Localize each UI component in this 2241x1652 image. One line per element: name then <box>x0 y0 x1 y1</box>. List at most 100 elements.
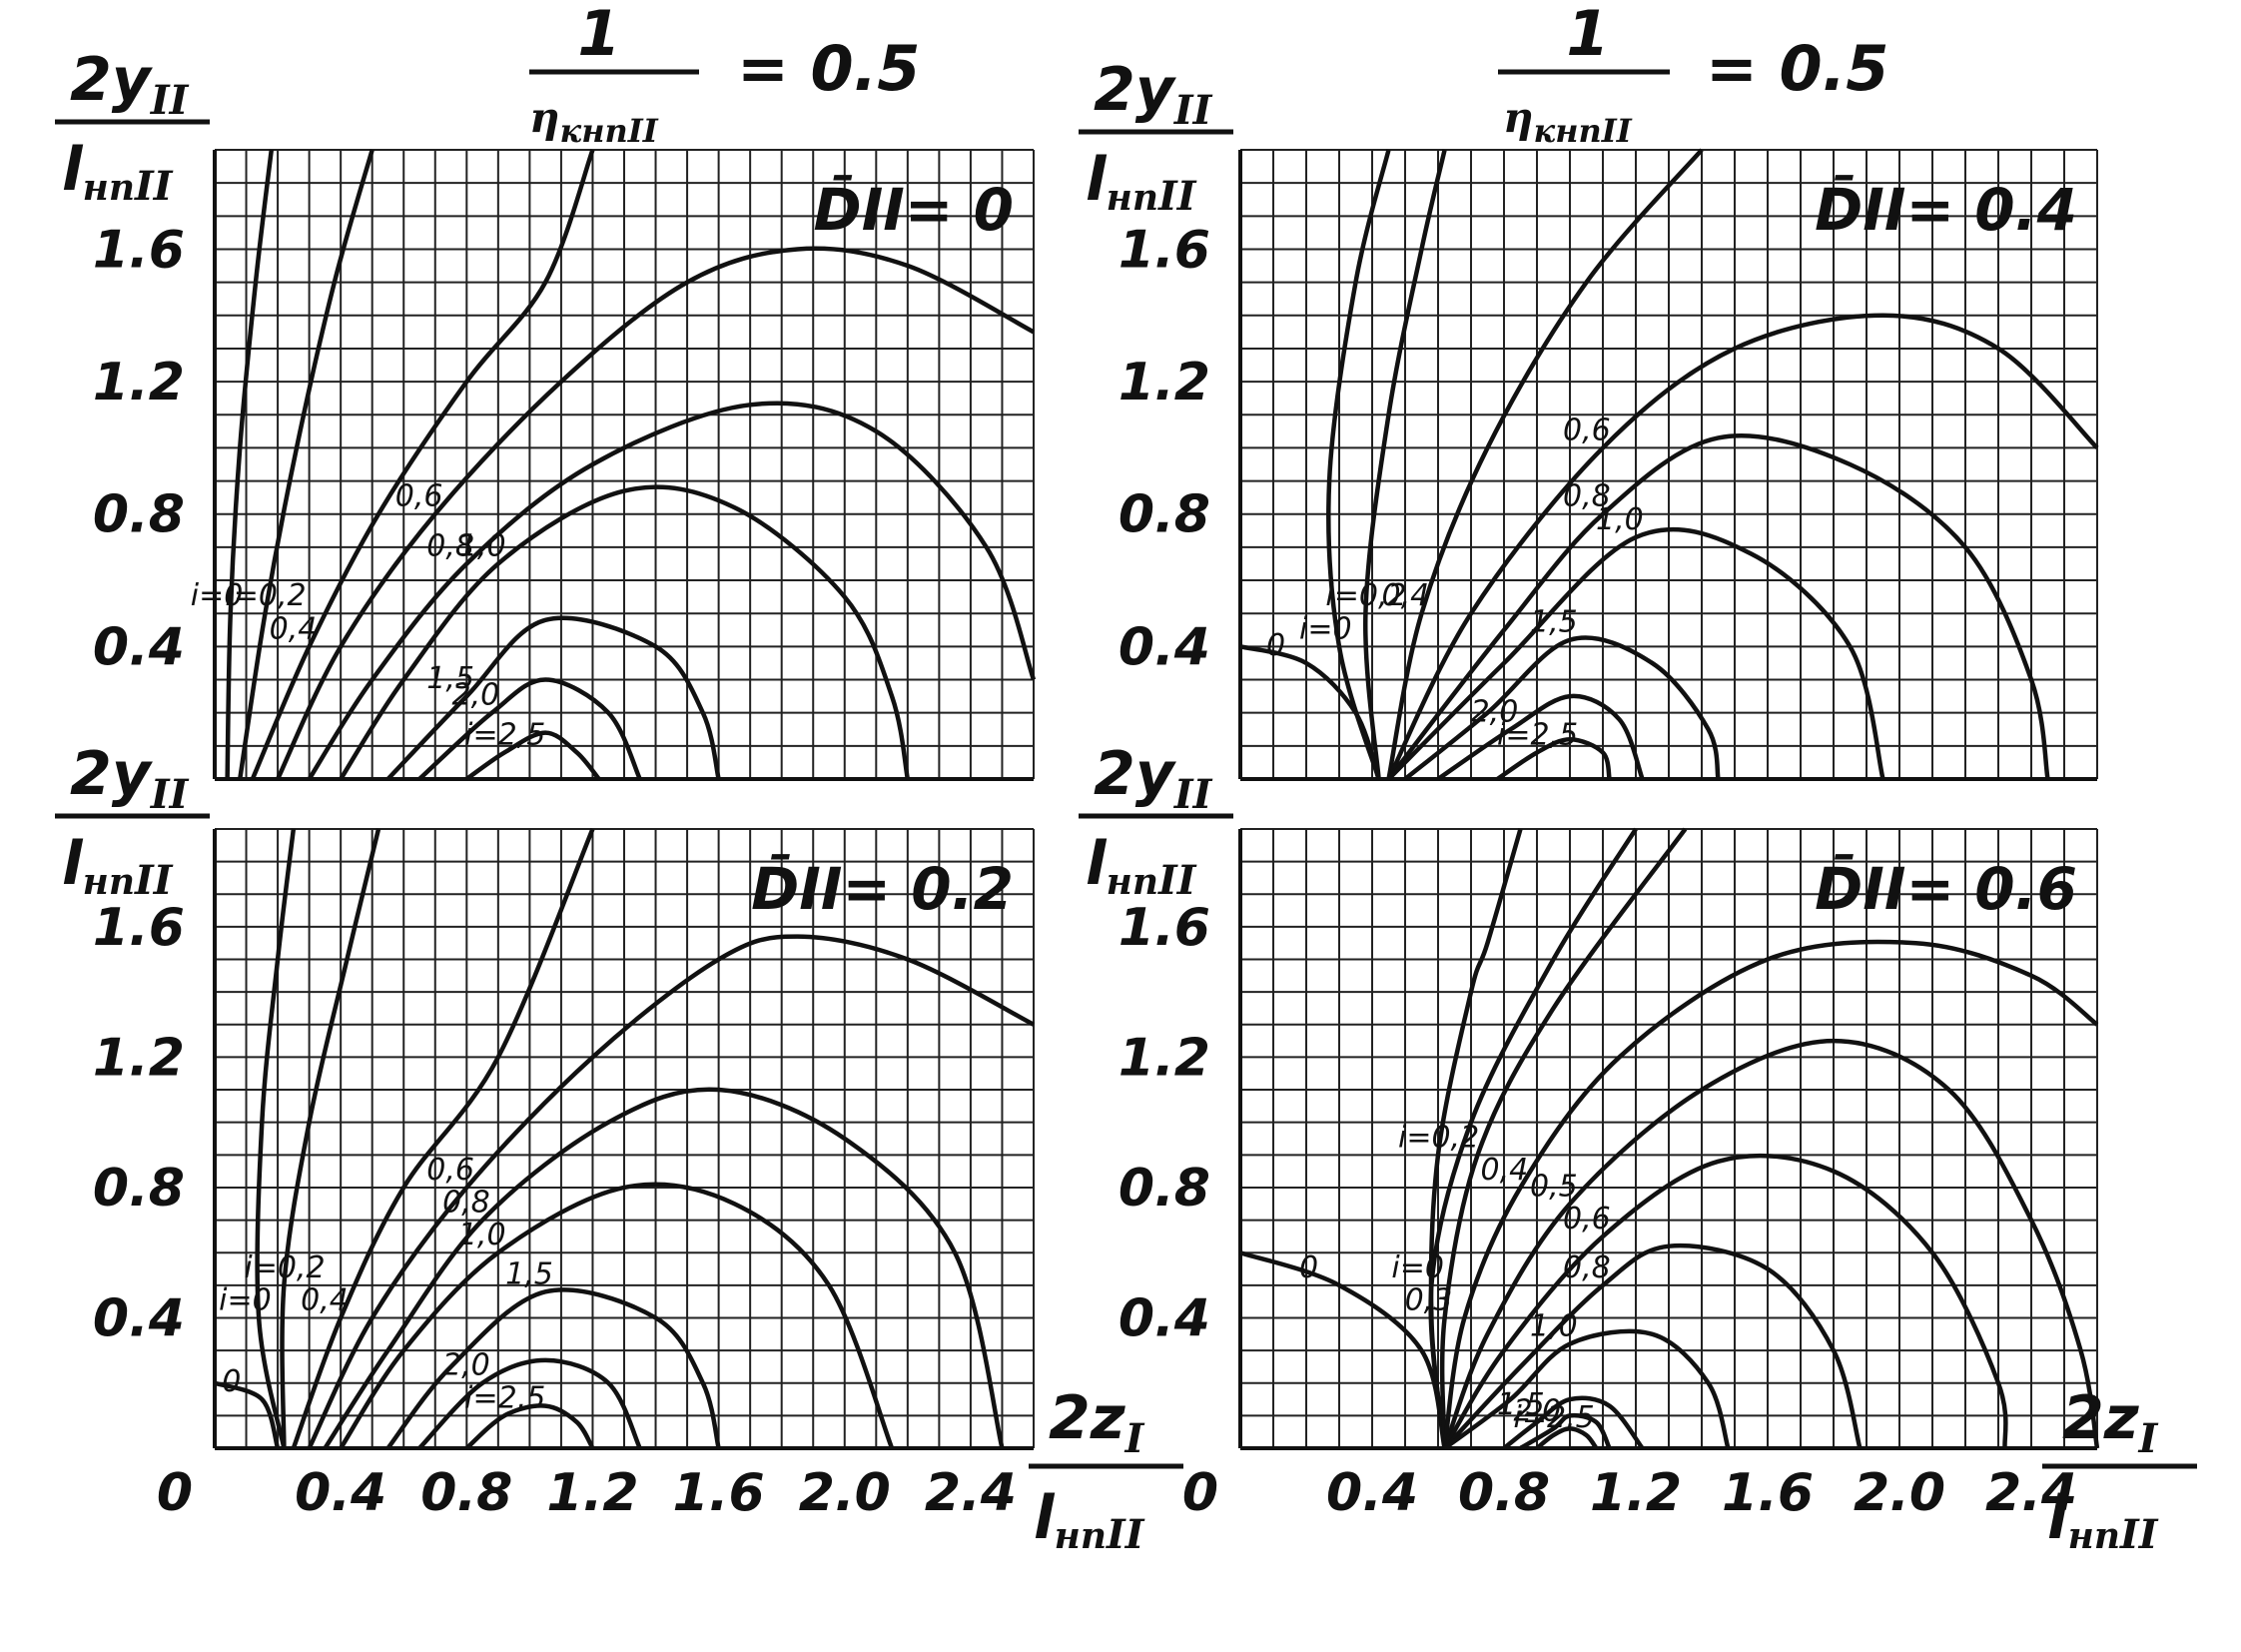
panel-title: D̄II= 0.4 <box>1815 174 2077 244</box>
series-label-i=2,5: i=2,5 <box>464 717 545 752</box>
header-denominator-right: ηкнпII <box>1503 93 1633 150</box>
x-label-denominator: lнпII <box>2047 1483 2159 1558</box>
x-tick-label: 2.0 <box>799 1463 891 1523</box>
series-curve-i=0 <box>1326 149 1391 780</box>
y-label-numerator: 2yII <box>1094 739 1213 818</box>
y-tick-label: 1.6 <box>93 220 185 280</box>
series-curve-2,0 <box>417 1357 642 1450</box>
series-curve-i=2,5 <box>464 1403 595 1450</box>
series-label-0,4: 0,4 <box>1481 1153 1529 1188</box>
header-eta-sub-left: кнп <box>560 112 628 150</box>
series-label-1,5: 1,5 <box>1497 1387 1545 1422</box>
header-eta-right: η <box>1503 93 1534 142</box>
series-label-i=0,2: i=0,2 <box>225 578 306 613</box>
x-tick-label: 2.4 <box>1985 1463 2077 1523</box>
series-curve-1,0 <box>339 1182 895 1450</box>
series-curve-1,5 <box>1502 1395 1645 1450</box>
series-label-0,8: 0,8 <box>1563 479 1611 514</box>
x-tick-label: 1.2 <box>1590 1463 1682 1523</box>
y-tick-label: 0.8 <box>1119 485 1210 545</box>
y-tick-label: 1.2 <box>93 1028 185 1088</box>
series-label-0,6: 0,6 <box>395 479 443 514</box>
series-label-1,5: 1,5 <box>505 1256 553 1291</box>
series-label-0,4: 0,4 <box>1382 578 1430 613</box>
series-label-0,4: 0,4 <box>270 611 318 646</box>
series-label-i=0,2: i=0,2 <box>244 1250 325 1285</box>
y-label-numerator: 2yII <box>70 45 190 124</box>
y-tick-label: 0.4 <box>1119 617 1210 677</box>
series-curve-2,0 <box>1436 693 1645 781</box>
series-curve-1,5 <box>385 615 721 781</box>
series-curve-1,0 <box>1386 526 1885 781</box>
y-axis-label-top-left: 2yII lнпII <box>55 45 210 210</box>
y-tick-label: 1.2 <box>1119 353 1210 413</box>
series-label-1,0: 1,0 <box>1530 1309 1578 1344</box>
x-tick-label: 2.4 <box>925 1463 1017 1523</box>
series-label-0,4: 0,4 <box>301 1282 349 1317</box>
series-label-i=2,5: i=2,5 <box>1514 1400 1595 1435</box>
panels: i=0i=0,20,40,60,81,01,52,0i=2,5D̄II= 00.… <box>93 148 2100 1523</box>
header-eta-sub2-left: II <box>627 112 659 150</box>
header-fraction-right: 1 ηкнпII = 0.5 <box>1498 0 1888 150</box>
header-numerator-left: 1 <box>577 0 620 70</box>
series-label-i=0: i=0 <box>1299 611 1352 646</box>
series-curve-0,4 <box>1442 939 2099 1449</box>
series-label-1,5: 1,5 <box>426 661 474 696</box>
series-label-0,6: 0,6 <box>1563 1202 1611 1237</box>
series-curve-0,6 <box>1386 313 2099 781</box>
series-label-i=0,2: i=0,2 <box>1325 578 1406 613</box>
x-axis-label-left: 2zI lнпII <box>1029 1383 1183 1558</box>
series-label-1,0: 1,0 <box>1596 502 1644 537</box>
series-label-1,0: 1,0 <box>458 528 506 563</box>
series-label-i=2,5: i=2,5 <box>1497 717 1578 752</box>
x-label-denominator: lнпII <box>1034 1483 1145 1558</box>
series-label-i=2,5: i=2,5 <box>464 1380 545 1415</box>
header-numerator-right: 1 <box>1566 0 1609 70</box>
series-label-0,6: 0,6 <box>1563 413 1611 447</box>
x-tick-label: 0.4 <box>295 1463 386 1523</box>
series-curve-1,5 <box>1403 635 1721 781</box>
panel-4: 0 i=0 i=0,2 0,3 0,4 0,50,6 0,8 1,0 1,52,0i=2,5 D̄… <box>1119 827 2100 1523</box>
series-curve-0,8 <box>1442 1242 1863 1450</box>
series-label-i=0,2: i=0,2 <box>1398 1120 1479 1155</box>
y-label-denominator: lнпII <box>62 135 174 210</box>
x-origin-label: 0 <box>1182 1463 1218 1523</box>
series-curve-i=0 <box>255 828 297 1449</box>
series-curve-1,5 <box>385 1287 721 1450</box>
x-tick-label: 0.8 <box>1458 1463 1550 1523</box>
x-label-numerator: 2zI <box>1049 1383 1145 1462</box>
y-tick-label: 0.4 <box>93 1288 185 1348</box>
panel-title: D̄II= 0.6 <box>1815 853 2077 923</box>
x-tick-label: 2.0 <box>1854 1463 1945 1523</box>
x-tick-label: 1.6 <box>673 1463 765 1523</box>
series-curve-i=2,5 <box>1496 736 1612 781</box>
x-tick-label: 0.4 <box>1326 1463 1418 1523</box>
series-label-i=0: i=0 <box>1391 1250 1444 1285</box>
y-label-numerator: 2yII <box>70 739 190 818</box>
x-label-numerator: 2zI <box>2062 1383 2159 1462</box>
series-label-2,0: 2,0 <box>452 678 500 713</box>
series-label-0: 0 <box>1266 628 1285 663</box>
header-eta-sub2-right: II <box>1601 112 1633 150</box>
header-rhs-left: = 0.5 <box>737 32 920 105</box>
series-label-0,5: 0,5 <box>1530 1169 1578 1204</box>
series-curve-0,4 <box>250 149 595 780</box>
grid <box>1239 149 2098 780</box>
series-curve-i=2,5 <box>1535 1426 1599 1450</box>
series-curve-0,6 <box>1442 1153 2008 1450</box>
series-label-0,3: 0,3 <box>1405 1282 1453 1317</box>
series-curve-0,8 <box>1386 433 2050 781</box>
panel-3: 0 i=0i=0,20,4 0,60,81,0 1,5 2,0i=2,5 D̄II= 0.… <box>93 828 1036 1523</box>
series-label-1,5: 1,5 <box>1530 605 1578 640</box>
series-curve-0,3 <box>1439 827 1688 1449</box>
series-curve-i=0,2 <box>1363 149 1447 780</box>
y-tick-label: 0.4 <box>93 617 185 677</box>
y-tick-label: 1.6 <box>93 898 185 958</box>
series-label-1,0: 1,0 <box>458 1218 506 1252</box>
y-axis-label-bottom-left: 2yII lнпII <box>55 739 210 904</box>
series-curve-0,6 <box>276 246 1036 780</box>
series-label-0: 0 <box>1299 1250 1318 1285</box>
series-curve-1,0 <box>1443 1328 1731 1450</box>
series-curve-1,0 <box>339 484 911 781</box>
